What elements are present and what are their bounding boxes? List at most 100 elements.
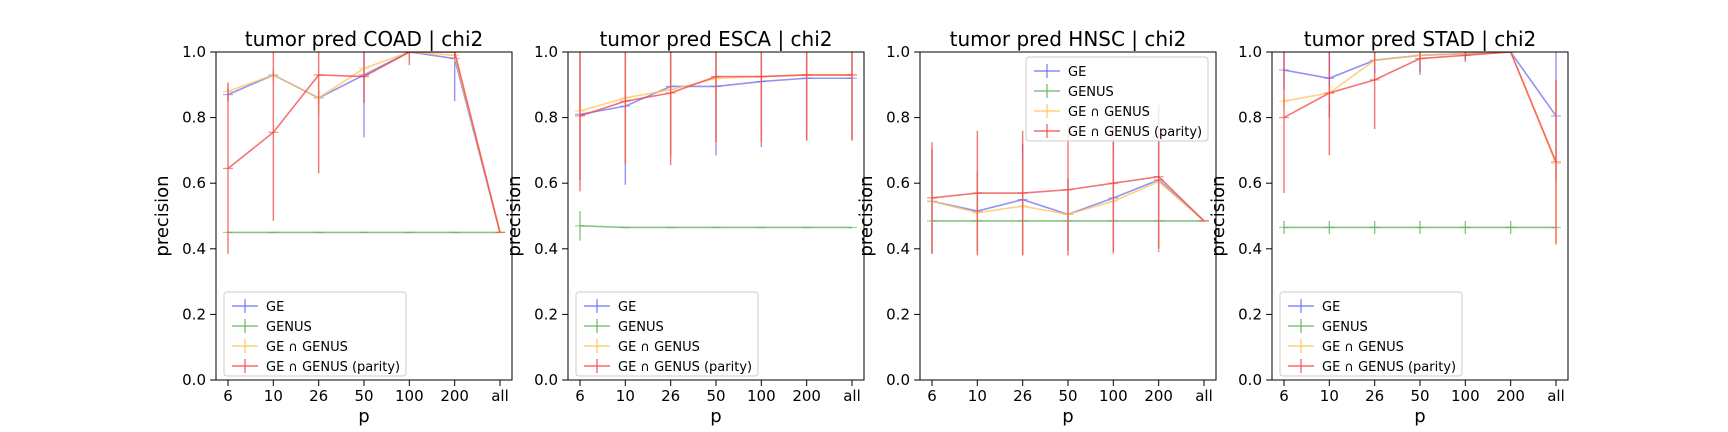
x-tick-label: all bbox=[491, 387, 509, 405]
series-ge-genus-parity- bbox=[575, 52, 857, 192]
legend-item: GE ∩ GENUS (parity) bbox=[1288, 359, 1456, 375]
plot-area bbox=[927, 104, 1209, 256]
legend-box bbox=[575, 291, 759, 377]
chart-panel-1: tumor pred COAD | chi2 0.0 0.2 0.4 0.6 0.8 1.0… bbox=[152, 27, 513, 427]
legend-label: GE ∩ GENUS (parity) bbox=[618, 360, 752, 375]
x-axis-label: p bbox=[1062, 406, 1073, 427]
chart-panel-4: tumor pred STAD | chi2 0.0 0.2 0.4 0.6 0.8 1.0… bbox=[1208, 27, 1569, 427]
x-tick-label: 200 bbox=[440, 387, 469, 405]
legend-item: GE ∩ GENUS (parity) bbox=[1034, 124, 1202, 140]
x-axis-label: p bbox=[358, 406, 369, 427]
legend-label: GENUS bbox=[618, 320, 664, 335]
x-tick-label: all bbox=[1547, 387, 1565, 405]
y-tick-label: 1.0 bbox=[182, 43, 206, 61]
x-tick-label: 10 bbox=[1320, 387, 1339, 405]
chart-panel-3: tumor pred HNSC | chi2 0.0 0.2 0.4 0.6 0.8 1.0… bbox=[856, 27, 1217, 427]
legend-box bbox=[223, 291, 407, 377]
y-tick-label: 0.6 bbox=[886, 174, 910, 192]
legend-label: GE ∩ GENUS bbox=[1068, 105, 1150, 120]
x-tick-label: 200 bbox=[1496, 387, 1525, 405]
y-tick-label: 0.4 bbox=[182, 240, 206, 258]
legend-box bbox=[1025, 56, 1209, 142]
x-tick-label: 200 bbox=[1144, 387, 1173, 405]
x-tick-label: 100 bbox=[1099, 387, 1128, 405]
legend-label: GENUS bbox=[1068, 85, 1114, 100]
chart-title: tumor pred COAD | chi2 bbox=[245, 27, 484, 51]
series-ge-genus-parity- bbox=[223, 52, 505, 254]
y-axis-label: precision bbox=[152, 175, 173, 256]
x-tick-label: 10 bbox=[968, 387, 987, 405]
x-tick-label: 6 bbox=[575, 387, 585, 405]
legend-label: GE ∩ GENUS bbox=[266, 340, 348, 355]
plot-area bbox=[1279, 52, 1561, 246]
y-axis-label: precision bbox=[856, 175, 877, 256]
x-tick-label: 10 bbox=[264, 387, 283, 405]
x-tick-label: 10 bbox=[616, 387, 635, 405]
legend-label: GE ∩ GENUS (parity) bbox=[1068, 125, 1202, 140]
legend-label: GE bbox=[618, 300, 636, 315]
y-tick-label: 0.6 bbox=[182, 174, 206, 192]
legend-item: GE bbox=[1288, 299, 1340, 315]
x-tick-label: 50 bbox=[1410, 387, 1429, 405]
legend-item: GE ∩ GENUS bbox=[584, 339, 700, 355]
legend-item: GE ∩ GENUS bbox=[232, 339, 348, 355]
series-ge-genus-parity- bbox=[1279, 52, 1561, 244]
x-axis-label: p bbox=[710, 406, 721, 427]
y-tick-label: 0.0 bbox=[886, 371, 910, 389]
axes-frame bbox=[567, 51, 865, 381]
y-tick-label: 0.8 bbox=[534, 109, 558, 127]
x-tick-label: 6 bbox=[927, 387, 937, 405]
y-tick-label: 0.4 bbox=[886, 240, 910, 258]
chart-title: tumor pred STAD | chi2 bbox=[1304, 27, 1537, 51]
y-tick-label: 0.2 bbox=[182, 305, 206, 323]
legend-item: GE bbox=[1034, 64, 1086, 80]
legend: GE GENUS GE ∩ GENUS GE ∩ GENUS (parity) bbox=[1025, 56, 1209, 142]
legend: GE GENUS GE ∩ GENUS GE ∩ GENUS (parity) bbox=[223, 291, 407, 377]
x-tick-label: 100 bbox=[395, 387, 424, 405]
legend-item: GENUS bbox=[232, 319, 312, 335]
y-tick-label: 0.8 bbox=[886, 109, 910, 127]
legend-item: GE bbox=[584, 299, 636, 315]
y-tick-label: 0.6 bbox=[534, 174, 558, 192]
x-tick-label: 100 bbox=[1451, 387, 1480, 405]
legend: GE GENUS GE ∩ GENUS GE ∩ GENUS (parity) bbox=[1279, 291, 1463, 377]
x-tick-label: 26 bbox=[309, 387, 328, 405]
y-tick-label: 1.0 bbox=[1238, 43, 1262, 61]
legend-item: GE ∩ GENUS (parity) bbox=[584, 359, 752, 375]
y-tick-label: 0.6 bbox=[1238, 174, 1262, 192]
axes-frame bbox=[919, 51, 1217, 381]
y-tick-label: 0.2 bbox=[886, 305, 910, 323]
y-axis-label: precision bbox=[504, 175, 525, 256]
x-tick-label: 50 bbox=[354, 387, 373, 405]
y-tick-label: 1.0 bbox=[886, 43, 910, 61]
x-tick-label: 26 bbox=[1013, 387, 1032, 405]
legend-label: GE bbox=[1068, 65, 1086, 80]
x-tick-label: 26 bbox=[661, 387, 680, 405]
legend-label: GE ∩ GENUS bbox=[1322, 340, 1404, 355]
x-tick-label: 200 bbox=[792, 387, 821, 405]
x-axis-label: p bbox=[1414, 406, 1425, 427]
y-tick-label: 0.8 bbox=[182, 109, 206, 127]
chart-title: tumor pred ESCA | chi2 bbox=[599, 27, 832, 51]
legend-label: GE ∩ GENUS (parity) bbox=[266, 360, 400, 375]
y-tick-label: 0.8 bbox=[1238, 109, 1262, 127]
legend-item: GENUS bbox=[584, 319, 664, 335]
legend: GE GENUS GE ∩ GENUS GE ∩ GENUS (parity) bbox=[575, 291, 759, 377]
legend-item: GENUS bbox=[1288, 319, 1368, 335]
axes-frame bbox=[215, 51, 513, 381]
y-tick-label: 0.0 bbox=[534, 371, 558, 389]
plot-area bbox=[575, 52, 857, 241]
legend-label: GE ∩ GENUS bbox=[618, 340, 700, 355]
chart-title: tumor pred HNSC | chi2 bbox=[950, 27, 1187, 51]
series-genus bbox=[575, 211, 857, 241]
legend-item: GE ∩ GENUS (parity) bbox=[232, 359, 400, 375]
legend-label: GE ∩ GENUS (parity) bbox=[1322, 360, 1456, 375]
legend-label: GENUS bbox=[266, 320, 312, 335]
x-tick-label: 100 bbox=[747, 387, 776, 405]
series-genus bbox=[1279, 220, 1561, 235]
y-tick-label: 0.4 bbox=[1238, 240, 1262, 258]
y-tick-label: 0.4 bbox=[534, 240, 558, 258]
y-axis-label: precision bbox=[1208, 175, 1229, 256]
x-tick-label: 50 bbox=[706, 387, 725, 405]
